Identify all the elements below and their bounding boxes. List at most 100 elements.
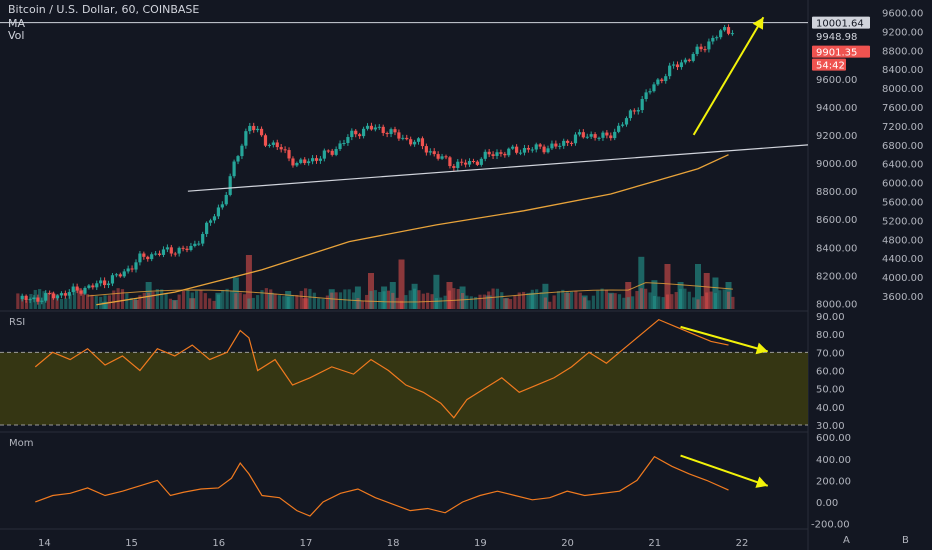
volume-tick-label: 7200.00 xyxy=(882,122,923,133)
candle-body xyxy=(346,137,350,143)
candle-body xyxy=(28,299,32,301)
indicator-lines xyxy=(34,154,733,517)
candle-body xyxy=(409,139,413,145)
mom-tick-label: 600.00 xyxy=(816,433,851,444)
volume-bar xyxy=(426,292,430,309)
volume-bar xyxy=(86,294,90,309)
rsi-divergence-arrow-head xyxy=(755,342,768,355)
candle-body xyxy=(722,27,727,31)
volume-bar xyxy=(622,297,626,309)
candle-body xyxy=(236,156,240,162)
vol-legend-label[interactable]: Vol xyxy=(8,29,25,42)
volume-bar xyxy=(103,295,107,309)
candle-body xyxy=(393,129,397,133)
candle-body xyxy=(334,149,338,155)
volume-bar xyxy=(129,297,133,309)
volume-bar xyxy=(186,290,190,309)
candle-body xyxy=(687,59,691,61)
volume-bar xyxy=(657,296,661,309)
candle-body xyxy=(361,128,366,137)
volume-bar xyxy=(360,301,364,309)
price-rising-arrow-shaft xyxy=(692,16,765,136)
volume-bar xyxy=(190,292,194,309)
candle-body xyxy=(585,136,589,138)
volume-bar xyxy=(199,290,203,309)
candle-body xyxy=(71,286,75,293)
volume-bar xyxy=(125,293,129,309)
volume-bar xyxy=(712,277,719,309)
candle-body xyxy=(577,132,582,135)
volume-bar xyxy=(164,292,168,309)
volume-tick-label: 8800.00 xyxy=(882,46,923,57)
volume-bar xyxy=(526,292,530,309)
chart-title[interactable]: Bitcoin / U.S. Dollar, 60, COINBASE xyxy=(8,3,200,16)
volume-bar xyxy=(678,288,683,309)
volume-bar xyxy=(503,298,510,309)
candle-body xyxy=(154,253,158,255)
volume-bar xyxy=(398,259,405,309)
volume-tick-label: 4800.00 xyxy=(882,235,923,246)
volume-bar xyxy=(120,289,125,309)
candle-body xyxy=(487,151,491,155)
ma-legend-label[interactable]: MA xyxy=(8,17,26,30)
volume-bar xyxy=(417,290,421,309)
candle-body xyxy=(59,293,64,296)
candle-body xyxy=(114,274,118,276)
volume-bar xyxy=(99,296,103,309)
volume-bar xyxy=(530,289,534,309)
candle-body xyxy=(99,280,103,284)
candle-body xyxy=(436,154,440,159)
candle-body xyxy=(130,268,134,270)
volume-ma-line xyxy=(87,282,733,303)
candle-body xyxy=(620,124,625,126)
auto-scale-button[interactable]: A xyxy=(843,535,850,546)
candle-body xyxy=(456,161,460,168)
candle-body xyxy=(546,148,550,153)
log-scale-button[interactable]: B xyxy=(902,535,909,546)
candle-body xyxy=(624,118,629,125)
volume-bar xyxy=(64,298,68,309)
volume-bar xyxy=(705,292,709,309)
candle-body xyxy=(220,204,224,208)
candle-body xyxy=(189,245,193,251)
price-axis[interactable]: 8000.00 8200.00 8400.00 8600.00 8800.00 9000.… xyxy=(811,9,923,531)
annotations[interactable] xyxy=(0,16,809,488)
mom-tick-label: 400.00 xyxy=(816,455,851,466)
volume-bar xyxy=(565,291,569,309)
rsi-tick-label: 60.00 xyxy=(816,367,845,378)
candle-body xyxy=(428,151,432,153)
volume-bar xyxy=(522,291,526,309)
time-axis[interactable]: 14 15 16 17 18 19 20 21 22 xyxy=(38,538,748,549)
last-price-tag-text: 9948.98 xyxy=(816,32,857,43)
volume-bar xyxy=(160,289,164,309)
volume-bar xyxy=(664,264,671,309)
volume-bar xyxy=(661,297,665,309)
candle-body xyxy=(534,144,538,150)
candle-body xyxy=(440,156,444,159)
candle-body xyxy=(138,253,142,263)
candle-body xyxy=(314,158,319,161)
candle-body xyxy=(389,129,393,135)
grid xyxy=(0,0,809,550)
moving-average-line xyxy=(96,154,729,306)
candle-body xyxy=(205,222,209,234)
volume-bar xyxy=(504,298,508,309)
ma-price-tag: 9901.35 xyxy=(812,45,870,59)
volume-bar xyxy=(102,301,109,309)
volume-bar xyxy=(648,292,652,309)
candle-body xyxy=(683,59,687,63)
candle-body xyxy=(424,146,428,153)
volume-bar xyxy=(155,289,159,309)
candle-body xyxy=(354,130,358,135)
candle-body xyxy=(110,275,115,284)
candle-body xyxy=(479,158,483,165)
candle-body xyxy=(256,128,260,131)
volume-bar xyxy=(116,288,120,309)
last-price-tag: 9948.98 xyxy=(812,29,870,43)
volume-bar xyxy=(469,296,473,309)
volume-bar xyxy=(317,298,321,309)
volume-bar xyxy=(232,277,239,309)
volume-bar xyxy=(508,299,513,309)
time-tick-label: 19 xyxy=(474,538,487,549)
